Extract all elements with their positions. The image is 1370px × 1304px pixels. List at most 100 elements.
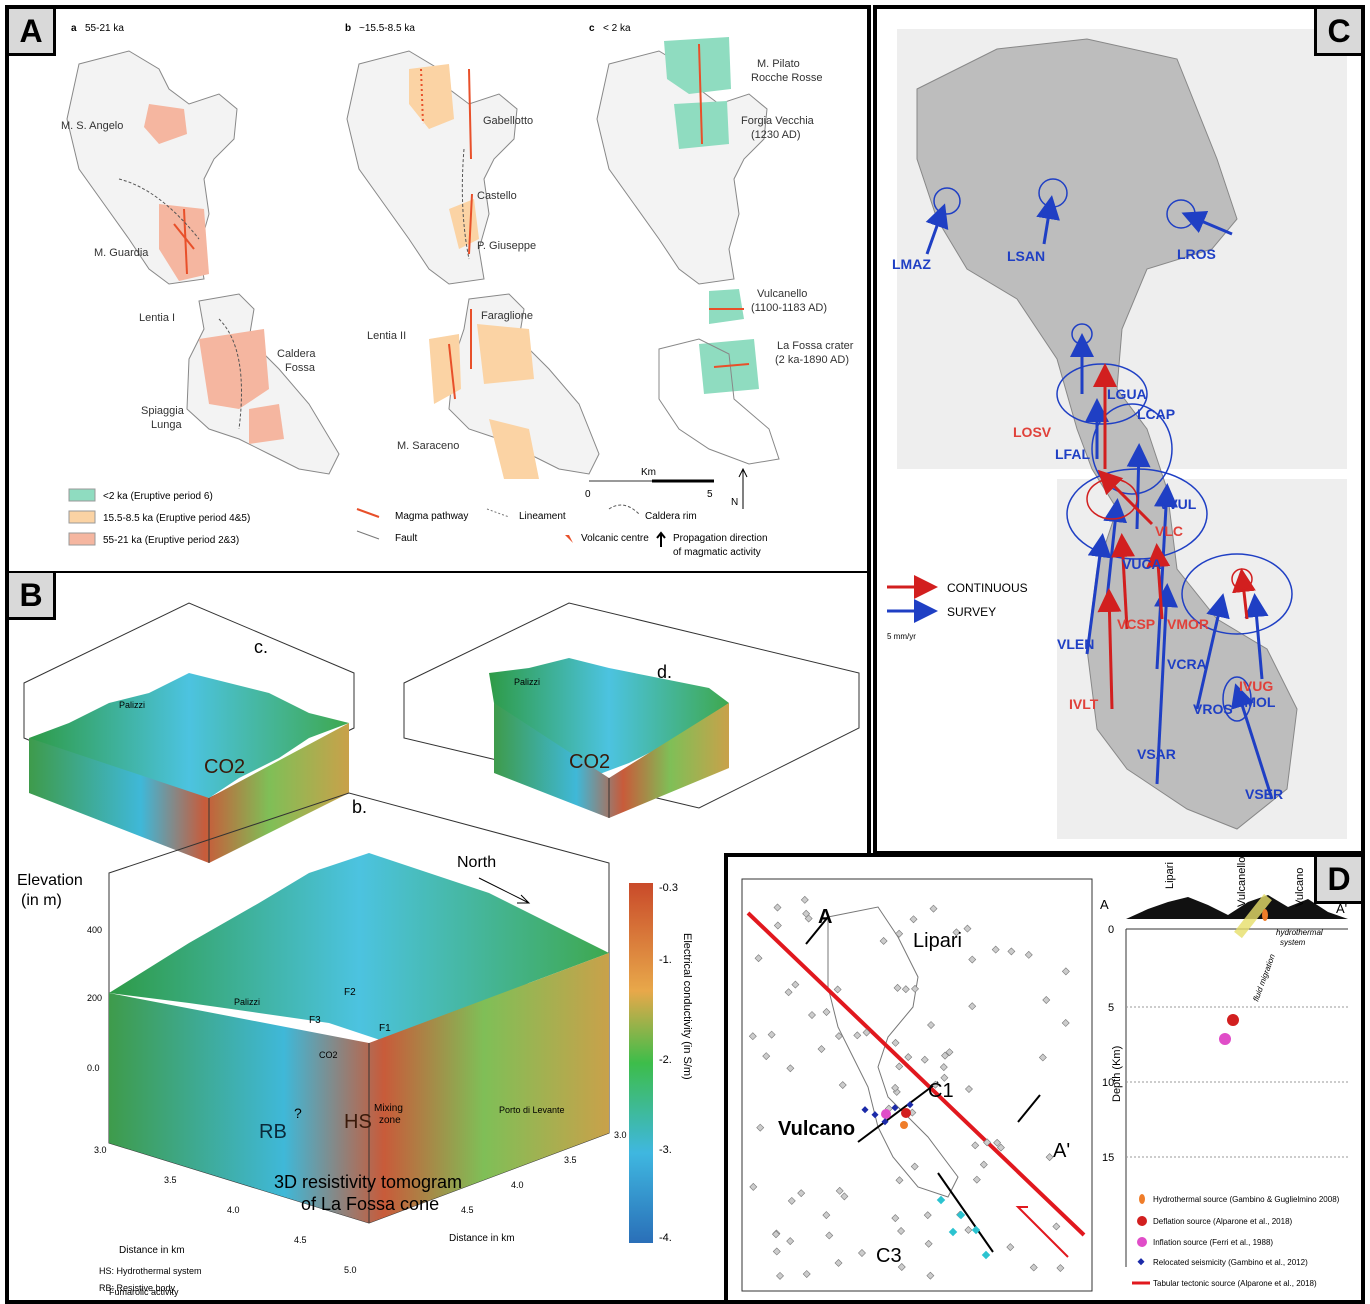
seismic-event: [940, 1073, 949, 1082]
scale-unit: Km: [641, 467, 656, 478]
panel-c-figure: LMAZ LSAN LROS LGUA LFAL LCAP VVUL VLEN …: [887, 29, 1347, 839]
x-tick-1: 3.5: [164, 1175, 177, 1185]
seismic-event: [879, 936, 888, 945]
seismic-event: [891, 1214, 900, 1223]
seismic-event: [858, 1249, 866, 1257]
block-c: [23, 602, 355, 863]
label-a-6: Lunga: [151, 419, 182, 431]
x-tick-r3: 4.5: [461, 1205, 474, 1215]
d-sec-system: system: [1280, 938, 1306, 947]
seismic-event: [834, 1258, 843, 1267]
colorbar: [629, 883, 653, 1243]
cbar-tick-2: -2.: [659, 1054, 672, 1066]
block-b: [108, 792, 610, 1224]
station-lfal: LFAL: [1055, 446, 1090, 462]
seismic-event: [754, 954, 763, 963]
seismic-event: [931, 1080, 940, 1089]
seismic-event: [895, 1176, 904, 1185]
label-a-0: M. S. Angelo: [61, 120, 123, 132]
continuous-vectors: [1086, 363, 1256, 710]
b-hs-c: CO2: [204, 756, 245, 778]
seismic-event: [1038, 1053, 1047, 1062]
d-map-vulcano: Vulcano: [778, 1118, 855, 1140]
d-map-lipari: Lipari: [913, 930, 962, 952]
d-map-seismicity: [748, 895, 1070, 1280]
label-b-1: Castello: [477, 190, 517, 202]
station-lcap: LCAP: [1137, 406, 1175, 422]
label-b-2: P. Giuseppe: [477, 240, 536, 252]
seismic-event: [941, 1051, 949, 1060]
cbar-tick-0: -0.3: [659, 882, 678, 894]
b-palizzi-d: Palizzi: [514, 677, 540, 687]
d-map-c3: C3: [876, 1245, 902, 1267]
seismic-event: [924, 1239, 933, 1248]
station-ivug: IVUG: [1239, 678, 1273, 694]
seismic-event: [772, 1247, 781, 1256]
cbar-tick-1: -1.: [659, 954, 672, 966]
x-tick-2: 4.0: [227, 1205, 240, 1215]
d-tick-5: 5: [1108, 1002, 1114, 1014]
map-a: [66, 50, 340, 475]
scale-five: 5: [707, 489, 713, 500]
label-a-4: Fossa: [285, 362, 316, 374]
d-tick-15: 15: [1102, 1152, 1114, 1164]
seismic-event: [945, 1048, 954, 1057]
seismic-event: [817, 1045, 826, 1054]
b-legend-0: HS: Hydrothermal system: [99, 1266, 202, 1276]
d-map-c1: C1: [928, 1080, 954, 1102]
seismic-event: [825, 1231, 834, 1240]
seismic-event: [749, 1182, 758, 1191]
b-dist-2: Distance in km: [449, 1233, 515, 1244]
volcanic-centre-icon: [565, 535, 573, 543]
seismic-event: [968, 955, 977, 964]
station-vcsp: VCSP: [1117, 616, 1155, 632]
legend-a-4: Fault: [395, 533, 417, 544]
seismic-event: [996, 1143, 1005, 1152]
panel-d-badge: D: [1314, 857, 1361, 904]
period-a: 55-21 ka: [85, 23, 124, 34]
seismic-event: [1029, 1263, 1038, 1272]
station-vuca: VUCA: [1122, 556, 1162, 572]
seismic-event: [911, 984, 919, 993]
legend-a-7: Caldera rim: [645, 511, 697, 522]
label-a-1: M. Guardia: [94, 247, 149, 259]
panel-a-badge: A: [9, 9, 56, 56]
label-c-0: M. Pilato: [757, 58, 800, 70]
cbar-title: Electrical conductivity (in S/m): [681, 933, 693, 1080]
elevation-unit: (in m): [21, 892, 62, 909]
legend-survey: SURVEY: [947, 605, 996, 619]
seismic-event: [748, 1032, 757, 1041]
station-lros: LROS: [1177, 246, 1216, 262]
seismic-event: [800, 895, 809, 904]
panel-d-figure: A A' Lipari Vulcano C1 C3 A A' Lipari Vu…: [741, 857, 1348, 1292]
lipari-vulcano-relief: [916, 38, 1298, 830]
seismic-event: [968, 1002, 977, 1011]
seismic-event: [895, 1062, 904, 1071]
seismic-event: [756, 1123, 765, 1132]
b-title-2: of La Fossa cone: [301, 1194, 439, 1214]
seismic-event: [972, 1175, 981, 1184]
label-c-6: La Fossa crater: [777, 340, 854, 352]
legend-a-2: 55-21 ka (Eruptive period 2&3): [103, 535, 239, 546]
seismic-event: [923, 1211, 932, 1220]
b-question: ?: [294, 1105, 302, 1121]
d-relocated: [861, 1101, 914, 1126]
station-lsan: LSAN: [1007, 248, 1045, 264]
north-b: North: [457, 854, 496, 871]
station-lgua: LGUA: [1107, 386, 1147, 402]
panel-a-figure: a 55-21 ka b ~15.5-8.5 ka c < 2 ka M. S.…: [61, 23, 854, 558]
seismic-event: [952, 928, 961, 937]
elev-tick-2: 0.0: [87, 1063, 100, 1073]
seismic-event: [853, 1031, 862, 1040]
b-f3: F3: [309, 1015, 321, 1026]
b-legend-2: Fumarolic activity: [109, 1287, 179, 1297]
station-vros: VROS: [1193, 701, 1233, 717]
panel-b-badge: B: [9, 573, 56, 620]
sub-c: c: [589, 23, 595, 34]
seismic-event: [1061, 967, 1070, 976]
panel-c-badge: C: [1314, 9, 1361, 56]
station-vsar: VSAR: [1137, 746, 1176, 762]
seismic-event: [927, 1021, 935, 1030]
period-c: < 2 ka: [603, 23, 631, 34]
legend-scale: 5 mm/yr: [887, 632, 916, 641]
